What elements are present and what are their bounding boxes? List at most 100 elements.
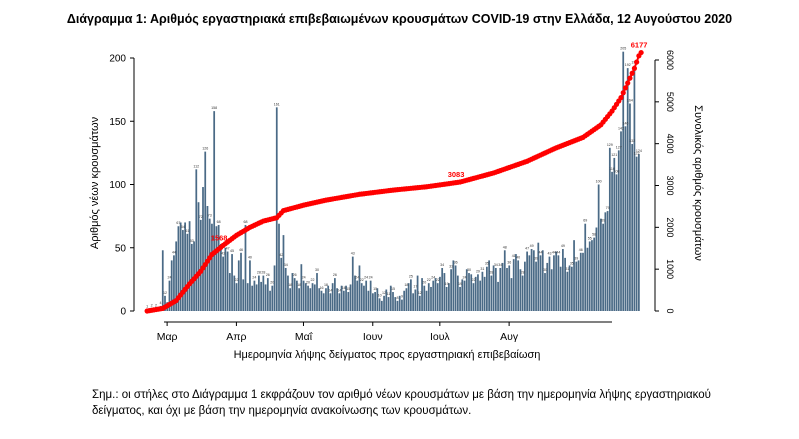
bars-group — [146, 51, 640, 312]
bar-value-label: 22 — [311, 278, 315, 282]
left-tick-label: 200 — [109, 54, 126, 65]
bar-value-label: 61 — [185, 229, 189, 233]
bar-value-label: 68 — [243, 220, 247, 224]
bar-value-label: 24 — [369, 276, 373, 280]
bar-value-label: 45 — [230, 249, 234, 253]
bar — [262, 275, 265, 311]
bar — [432, 280, 435, 311]
bar-value-label: 44 — [172, 250, 176, 254]
bar-value-label: 129 — [607, 143, 613, 147]
bar — [423, 285, 426, 311]
bar — [584, 223, 587, 311]
right-tick-label: 0 — [665, 308, 675, 313]
bar — [526, 251, 528, 311]
bar-value-label: 35 — [485, 262, 489, 266]
bar — [477, 274, 479, 311]
bar-value-label: 42 — [279, 253, 283, 257]
bar — [486, 266, 488, 311]
bar-value-label: 43 — [547, 252, 551, 256]
bar — [611, 171, 613, 311]
bar — [231, 254, 233, 311]
cumulative-point — [634, 59, 640, 65]
bar-value-label: 30 — [315, 268, 319, 272]
bar-value-label: 4 — [160, 301, 162, 305]
bar — [300, 264, 303, 311]
bar — [215, 226, 218, 311]
bar-value-label: 58 — [592, 233, 596, 237]
bar — [461, 279, 464, 311]
bar-value-label: 161 — [274, 102, 280, 106]
bar — [213, 111, 216, 311]
bar-value-label: 30 — [543, 268, 547, 272]
bar — [237, 260, 240, 311]
bar — [249, 260, 251, 311]
bar — [427, 283, 430, 311]
bar-value-label: 31 — [480, 267, 484, 271]
bar — [228, 273, 231, 311]
x-tick-label: Ιουν — [363, 331, 383, 343]
bar — [416, 275, 419, 311]
bar — [414, 289, 417, 311]
bar-value-label: 18 — [324, 283, 328, 287]
bar — [425, 290, 428, 311]
bar-value-label: 67 — [176, 221, 180, 225]
bar-value-label: 22 — [427, 278, 431, 282]
bar-value-label: 25 — [409, 274, 413, 278]
bar — [363, 285, 365, 311]
bar — [342, 290, 345, 311]
bar — [617, 150, 620, 311]
bar-value-label: 126 — [202, 147, 208, 151]
bar-value-label: 19 — [458, 282, 462, 286]
bar — [289, 288, 292, 311]
bar — [224, 247, 227, 311]
left-tick-label: 150 — [109, 117, 126, 128]
bar — [631, 144, 634, 311]
bar — [184, 222, 186, 311]
bar — [557, 255, 560, 311]
bar — [407, 283, 410, 311]
bar-value-label: 15 — [391, 287, 395, 291]
bar — [597, 184, 600, 311]
bar — [544, 273, 546, 311]
bar-value-label: 122 — [634, 152, 640, 156]
bar — [253, 280, 256, 311]
bar — [244, 224, 247, 311]
bar — [389, 285, 392, 311]
bar-value-label: 26 — [266, 273, 270, 277]
bar — [320, 290, 323, 311]
bar — [608, 147, 611, 311]
bar — [615, 174, 618, 311]
bar — [278, 223, 280, 311]
bar — [235, 283, 238, 311]
bar — [304, 283, 307, 311]
bar-value-label: 108 — [614, 169, 620, 173]
bar — [338, 293, 341, 311]
bar-value-label: 44 — [556, 250, 560, 254]
bar — [412, 293, 414, 311]
bar — [620, 131, 622, 311]
bar-value-label: 47 — [525, 247, 529, 251]
bar-value-label: 47 — [226, 247, 230, 251]
bar — [638, 154, 640, 311]
cumulative-point — [620, 90, 626, 96]
bar-value-label: 22 — [360, 278, 364, 282]
bar — [512, 259, 515, 311]
bar — [179, 222, 182, 311]
cumulative-labels-group: 1568 3083 6177 — [211, 41, 648, 243]
cumulative-line-group — [144, 49, 644, 314]
bar — [445, 286, 448, 311]
bar — [329, 293, 332, 311]
bar — [345, 285, 347, 311]
bar — [170, 260, 173, 311]
cumulative-value-label: 3083 — [448, 170, 465, 179]
bar — [472, 283, 475, 311]
bar — [570, 266, 573, 311]
bar-value-label: 44 — [539, 250, 543, 254]
bar — [488, 260, 490, 311]
bar — [360, 283, 363, 311]
bar-value-label: 53 — [190, 239, 194, 243]
bar-value-label: 35 — [570, 262, 574, 266]
bar-value-label: 20 — [422, 281, 426, 285]
bar-value-label: 20 — [306, 281, 310, 285]
bar — [175, 241, 178, 311]
